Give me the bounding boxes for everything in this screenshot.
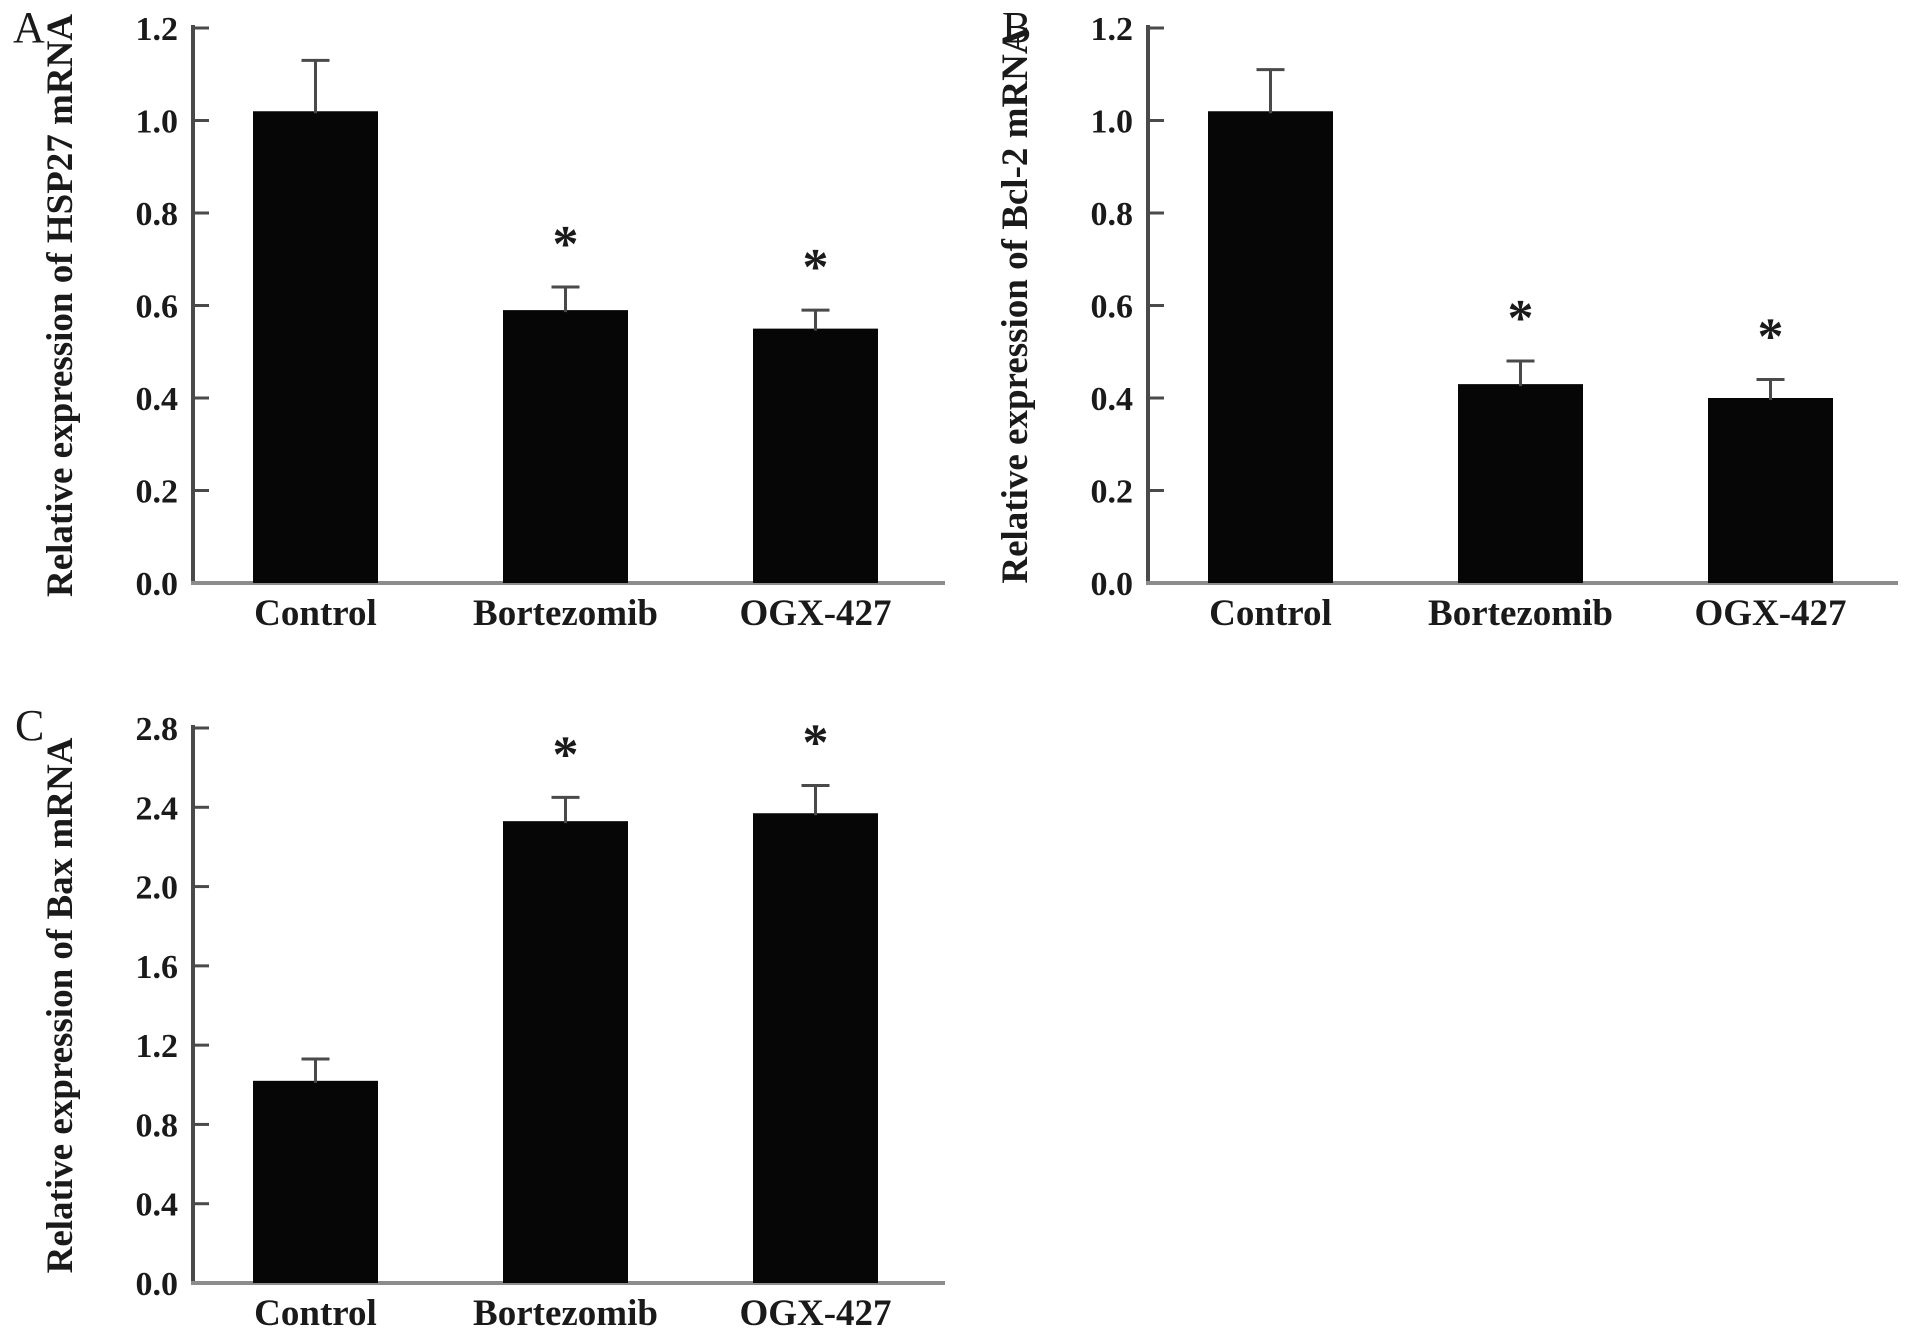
y-tick-label-C: 2.4 bbox=[136, 790, 179, 827]
panel-label-B: B bbox=[1002, 3, 1031, 52]
y-tick-label-C: 0.4 bbox=[136, 1187, 179, 1224]
significance-marker: * bbox=[553, 216, 579, 273]
x-tick-label-ogx-427: OGX-427 bbox=[1694, 593, 1846, 634]
y-tick-label-B: 1.0 bbox=[1091, 104, 1134, 141]
significance-marker: * bbox=[803, 714, 829, 771]
bar-ogx-427 bbox=[753, 328, 878, 583]
panel-label-C: C bbox=[15, 701, 44, 750]
x-tick-label-bortezomib: Bortezomib bbox=[473, 593, 658, 634]
y-tick-label-B: 0.4 bbox=[1091, 381, 1134, 418]
x-tick-label-control: Control bbox=[254, 593, 377, 634]
y-tick-label-A: 0.0 bbox=[136, 566, 179, 603]
y-tick-label-B: 1.2 bbox=[1091, 11, 1134, 48]
y-tick-label-C: 1.6 bbox=[136, 949, 179, 986]
x-tick-label-control: Control bbox=[1209, 593, 1332, 634]
x-tick-label-ogx-427: OGX-427 bbox=[739, 593, 891, 634]
y-tick-label-C: 2.0 bbox=[136, 870, 179, 907]
bar-ogx-427 bbox=[1708, 398, 1833, 583]
y-axis-title-A: Relative expression of HSP27 mRNA bbox=[40, 14, 81, 597]
bar-control bbox=[253, 1080, 378, 1283]
y-tick-label-A: 0.8 bbox=[136, 196, 179, 233]
y-tick-label-A: 0.2 bbox=[136, 474, 179, 511]
y-tick-label-C: 0.0 bbox=[136, 1266, 179, 1303]
y-tick-label-B: 0.6 bbox=[1091, 289, 1134, 326]
x-tick-label-ogx-427: OGX-427 bbox=[739, 1293, 891, 1334]
y-tick-label-B: 0.0 bbox=[1091, 566, 1134, 603]
y-axis-title-C: Relative expression of Bax mRNA bbox=[40, 737, 81, 1273]
y-tick-label-A: 0.6 bbox=[136, 289, 179, 326]
y-tick-label-B: 0.2 bbox=[1091, 474, 1134, 511]
y-tick-label-A: 1.0 bbox=[136, 104, 179, 141]
x-tick-label-control: Control bbox=[254, 1293, 377, 1334]
bar-control bbox=[253, 111, 378, 583]
x-tick-label-bortezomib: Bortezomib bbox=[473, 1293, 658, 1334]
y-tick-label-A: 0.4 bbox=[136, 381, 179, 418]
y-tick-label-C: 2.8 bbox=[136, 711, 179, 748]
x-tick-label-bortezomib: Bortezomib bbox=[1428, 593, 1613, 634]
bar-control bbox=[1208, 111, 1333, 583]
y-axis-title-B: Relative expression of Bcl-2 mRNA bbox=[995, 27, 1036, 584]
bar-bortezomib bbox=[1458, 384, 1583, 583]
bar-bortezomib bbox=[503, 821, 628, 1283]
y-tick-label-B: 0.8 bbox=[1091, 196, 1134, 233]
significance-marker: * bbox=[1508, 290, 1534, 347]
significance-marker: * bbox=[553, 726, 579, 783]
y-tick-label-C: 1.2 bbox=[136, 1028, 179, 1065]
significance-marker: * bbox=[1758, 309, 1784, 366]
panel-label-A: A bbox=[13, 3, 45, 52]
bar-bortezomib bbox=[503, 310, 628, 583]
y-tick-label-A: 1.2 bbox=[136, 11, 179, 48]
significance-marker: * bbox=[803, 239, 829, 296]
bar-ogx-427 bbox=[753, 813, 878, 1283]
y-tick-label-C: 0.8 bbox=[136, 1107, 179, 1144]
